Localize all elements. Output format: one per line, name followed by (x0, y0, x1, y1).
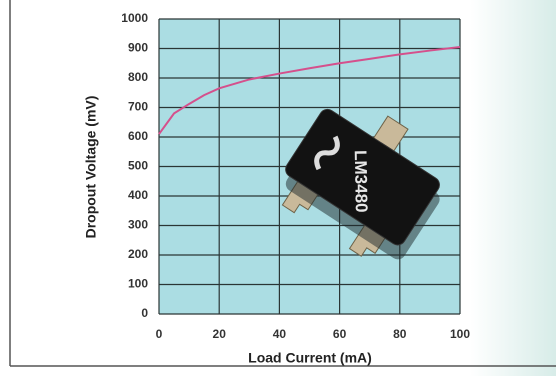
x-tick-label: 20 (213, 327, 227, 341)
y-tick-label: 600 (128, 129, 148, 143)
x-tick-label: 40 (273, 327, 287, 341)
chart: LM3480 Load Current (mA) Dropout Voltage… (0, 0, 556, 376)
y-tick-label: 0 (141, 306, 148, 320)
y-tick-label: 700 (128, 100, 148, 114)
chip-marking: LM3480 (351, 150, 371, 213)
x-axis-title: Load Current (mA) (248, 350, 372, 366)
x-tick-label: 100 (450, 327, 470, 341)
y-tick-label: 900 (128, 41, 148, 55)
y-tick-label: 800 (128, 70, 148, 84)
y-tick-label: 200 (128, 247, 148, 261)
y-tick-label: 500 (128, 159, 148, 173)
background-tint (470, 0, 556, 376)
x-tick-label: 80 (393, 327, 407, 341)
x-tick-label: 0 (156, 327, 163, 341)
y-tick-label: 1000 (121, 11, 148, 25)
y-tick-label: 400 (128, 188, 148, 202)
x-tick-label: 60 (333, 327, 347, 341)
page: {"chart_data": {"type": "line", "x_label… (0, 0, 556, 376)
y-tick-label: 300 (128, 218, 148, 232)
y-tick-label: 100 (128, 277, 148, 291)
y-axis-title: Dropout Voltage (mV) (83, 96, 99, 239)
